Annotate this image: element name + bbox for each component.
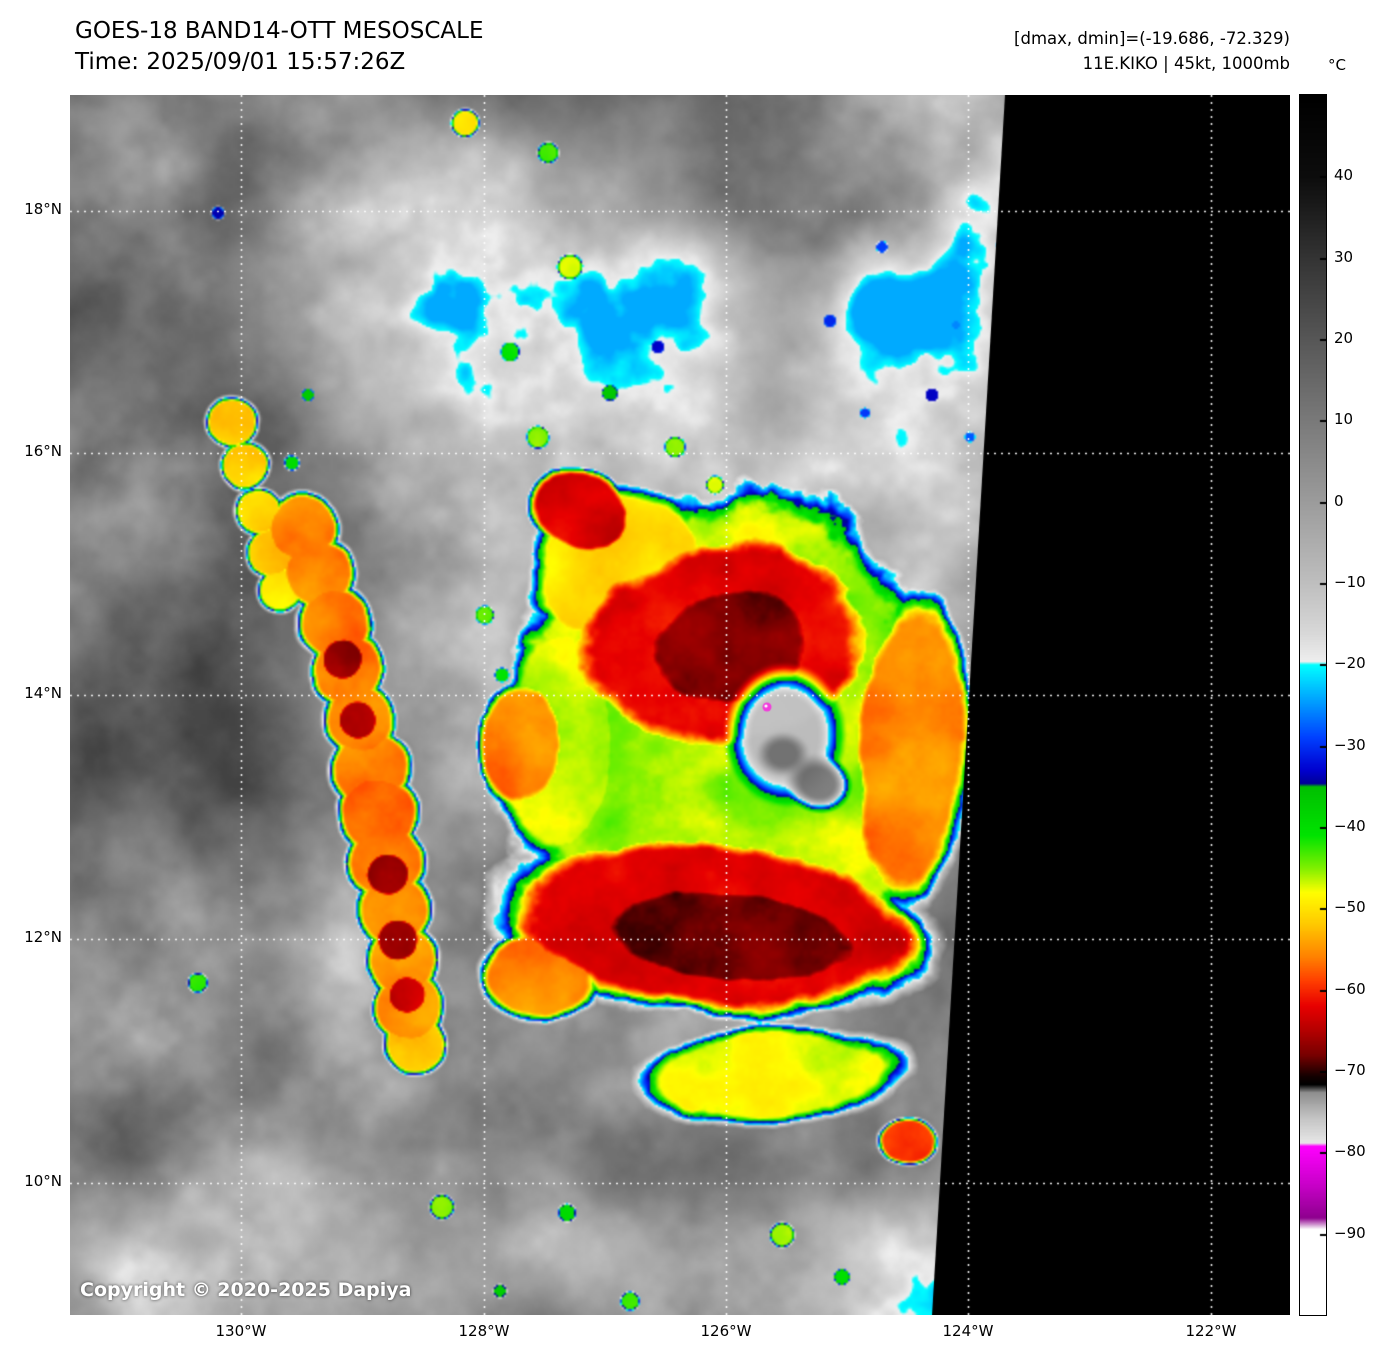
colorbar-tick-label: 30 [1334, 247, 1354, 266]
timestamp: Time: 2025/09/01 15:57:26Z [75, 49, 406, 75]
colorbar-tick-label: −60 [1334, 979, 1366, 998]
colorbar-tick-label: 0 [1334, 491, 1344, 510]
colorbar-tick-label: −20 [1334, 654, 1366, 673]
lon-label: 124°W [942, 1322, 994, 1340]
lat-label: 14°N [24, 684, 62, 702]
lat-label: 12°N [24, 928, 62, 946]
colorbar-tick-label: 20 [1334, 329, 1354, 347]
colorbar-tick-label: −40 [1334, 817, 1366, 835]
lat-label: 10°N [24, 1172, 62, 1190]
copyright: Copyright © 2020-2025 Dapiya [80, 1279, 412, 1301]
colorbar-unit-label: °C [1328, 56, 1346, 74]
lat-label: 16°N [24, 442, 62, 460]
colorbar-tick-label: −70 [1334, 1061, 1366, 1079]
colorbar-tick-label: −30 [1334, 735, 1366, 754]
lon-label: 122°W [1185, 1322, 1237, 1340]
dmax-dmin-readout: [dmax, dmin]=(-19.686, -72.329) [1014, 29, 1290, 48]
colorbar [1299, 94, 1327, 1316]
storm-info: 11E.KIKO | 45kt, 1000mb [1082, 54, 1290, 73]
colorbar-tick-label: −10 [1334, 573, 1366, 591]
lat-label: 18°N [24, 200, 62, 218]
colorbar-tick-label: −50 [1334, 898, 1366, 917]
lon-label: 128°W [458, 1322, 510, 1340]
lon-label: 126°W [700, 1322, 752, 1340]
colorbar-tick-label: −80 [1334, 1142, 1366, 1161]
colorbar-tick-label: −90 [1334, 1223, 1366, 1242]
colorbar-tick-label: 10 [1334, 410, 1354, 429]
page-title: GOES-18 BAND14-OTT MESOSCALE [75, 18, 484, 44]
colorbar-tick-label: 40 [1334, 166, 1354, 185]
lon-label: 130°W [215, 1322, 267, 1340]
header-annotations: [dmax, dmin]=(-19.686, -72.329) 11E.KIKO… [1014, 26, 1290, 76]
satellite-image [70, 95, 1290, 1315]
